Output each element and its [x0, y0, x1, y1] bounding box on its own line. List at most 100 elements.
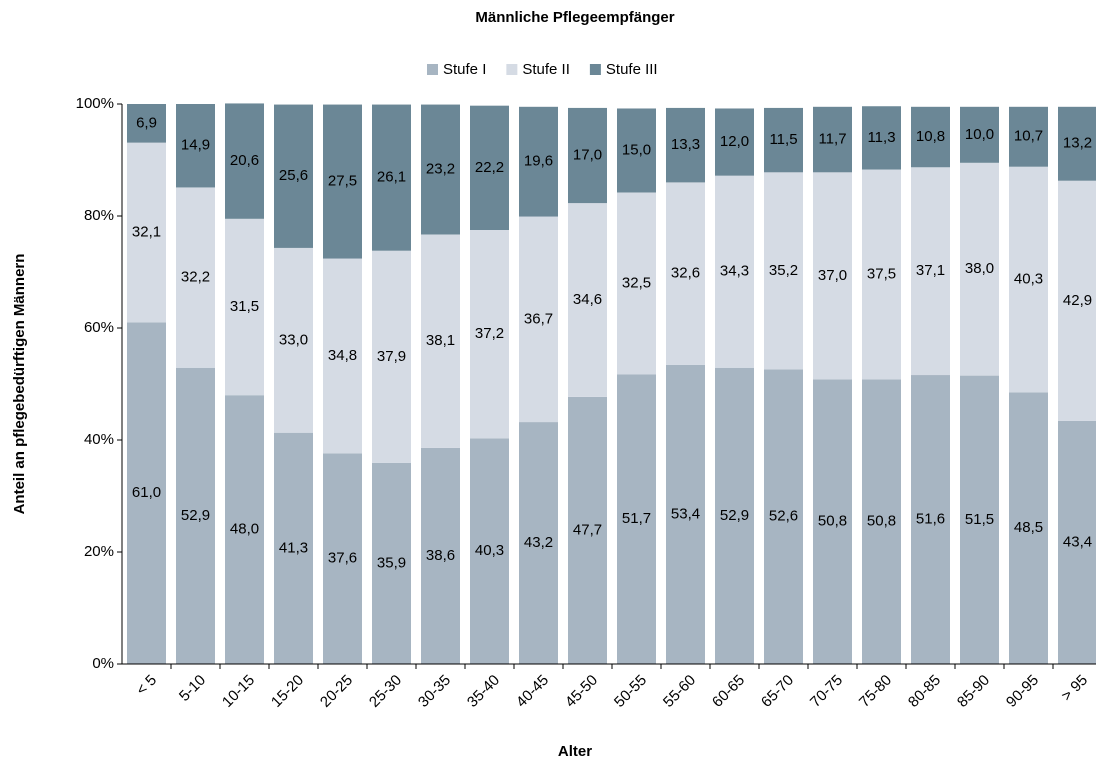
bar-segment [813, 379, 852, 664]
y-tick-label: 20% [84, 543, 114, 560]
data-label: 34,6 [573, 291, 602, 308]
x-axis-label: Alter [558, 743, 592, 760]
bar-segment [666, 182, 705, 365]
x-tick-label: 10-15 [219, 672, 258, 711]
data-label: 52,9 [720, 507, 749, 524]
data-label: 26,1 [377, 169, 406, 186]
data-label: 33,0 [279, 331, 308, 348]
data-label: 37,2 [475, 325, 504, 342]
data-label: 14,9 [181, 137, 210, 154]
bar-segment [225, 103, 264, 219]
bar-segment [666, 364, 705, 664]
bar-segment [274, 247, 313, 433]
data-label: 36,7 [524, 310, 553, 327]
chart-title: Männliche Pflegeempfänger [475, 9, 674, 26]
y-tick-label: 100% [76, 95, 114, 112]
data-label: 53,4 [671, 505, 700, 522]
data-label: 17,0 [573, 146, 602, 163]
bar-segment [764, 369, 803, 664]
data-label: 51,5 [965, 511, 994, 528]
data-label: 20,6 [230, 152, 259, 169]
legend-label: Stufe III [606, 61, 658, 78]
bar-segment [862, 379, 901, 664]
bar-segment [960, 375, 999, 664]
bar-segment [666, 107, 705, 183]
legend-label: Stufe I [443, 61, 486, 78]
x-tick-label: 40-45 [513, 672, 552, 711]
bar-segment [274, 104, 313, 248]
bar-segment [519, 216, 558, 423]
x-tick-label: 20-25 [317, 672, 356, 711]
bar-segment [715, 175, 754, 368]
x-tick-label: 35-40 [464, 672, 503, 711]
data-label: 10,0 [965, 126, 994, 143]
data-label: 52,9 [181, 507, 210, 524]
data-label: 31,5 [230, 298, 259, 315]
data-label: 50,8 [818, 513, 847, 530]
data-label: 10,8 [916, 128, 945, 145]
y-tick-label: 60% [84, 319, 114, 336]
bar-segment [176, 104, 215, 188]
bar-segment [372, 250, 411, 463]
bar-segment [617, 192, 656, 375]
data-label: 40,3 [475, 542, 504, 559]
x-tick-label: 80-85 [905, 672, 944, 711]
bar-segment [1009, 166, 1048, 393]
data-label: 51,7 [622, 510, 651, 527]
data-label: 38,0 [965, 260, 994, 277]
data-label: 13,3 [671, 136, 700, 153]
bar-segment [421, 447, 460, 664]
data-label: 25,6 [279, 167, 308, 184]
bar-segment [960, 106, 999, 163]
data-label: 42,9 [1063, 292, 1092, 309]
bar-segment [715, 367, 754, 664]
bar-segment [911, 375, 950, 664]
bar-segment [1058, 106, 1096, 181]
data-label: 32,1 [132, 223, 161, 240]
bar-segment [568, 107, 607, 204]
bar-segment [323, 453, 362, 664]
bar-segment [519, 106, 558, 217]
data-label: 43,2 [524, 534, 553, 551]
data-label: 27,5 [328, 173, 357, 190]
bar-segment [568, 203, 607, 397]
bar-segment [470, 105, 509, 230]
data-label: 13,2 [1063, 135, 1092, 152]
data-label: 37,1 [916, 262, 945, 279]
data-label: 48,0 [230, 521, 259, 538]
legend-swatch [427, 64, 438, 75]
bar-segment [862, 106, 901, 170]
bar-segment [911, 106, 950, 168]
bar-segment [960, 162, 999, 376]
data-label: 11,5 [769, 131, 797, 148]
data-label: 37,9 [377, 348, 406, 365]
x-tick-label: 70-75 [807, 672, 846, 711]
x-tick-label: 5-10 [176, 672, 209, 705]
x-tick-label: 75-80 [856, 672, 895, 711]
data-label: 22,2 [475, 159, 504, 176]
y-tick-label: 40% [84, 431, 114, 448]
bar-segment [176, 367, 215, 664]
data-label: 40,3 [1014, 271, 1043, 288]
data-label: 32,6 [671, 265, 700, 282]
x-tick-label: 90-95 [1003, 672, 1042, 711]
bar-segment [225, 395, 264, 664]
x-tick-label: 50-55 [611, 672, 650, 711]
bar-segment [764, 172, 803, 370]
bar-segment [617, 374, 656, 664]
bar-segment [813, 172, 852, 380]
bar-segment [1009, 392, 1048, 664]
data-label: 37,5 [867, 265, 896, 282]
bar-segment [911, 167, 950, 376]
data-label: 50,8 [867, 513, 896, 530]
bar-segment [1009, 106, 1048, 167]
data-label: 43,4 [1063, 533, 1092, 550]
data-label: 61,0 [132, 484, 161, 501]
bar-segment [225, 218, 264, 396]
x-tick-label: 15-20 [268, 672, 307, 711]
data-label: 38,6 [426, 547, 455, 564]
x-tick-label: > 95 [1058, 672, 1091, 705]
bar-segment [274, 432, 313, 664]
bar-segment [1058, 420, 1096, 664]
data-label: 10,7 [1014, 128, 1043, 145]
